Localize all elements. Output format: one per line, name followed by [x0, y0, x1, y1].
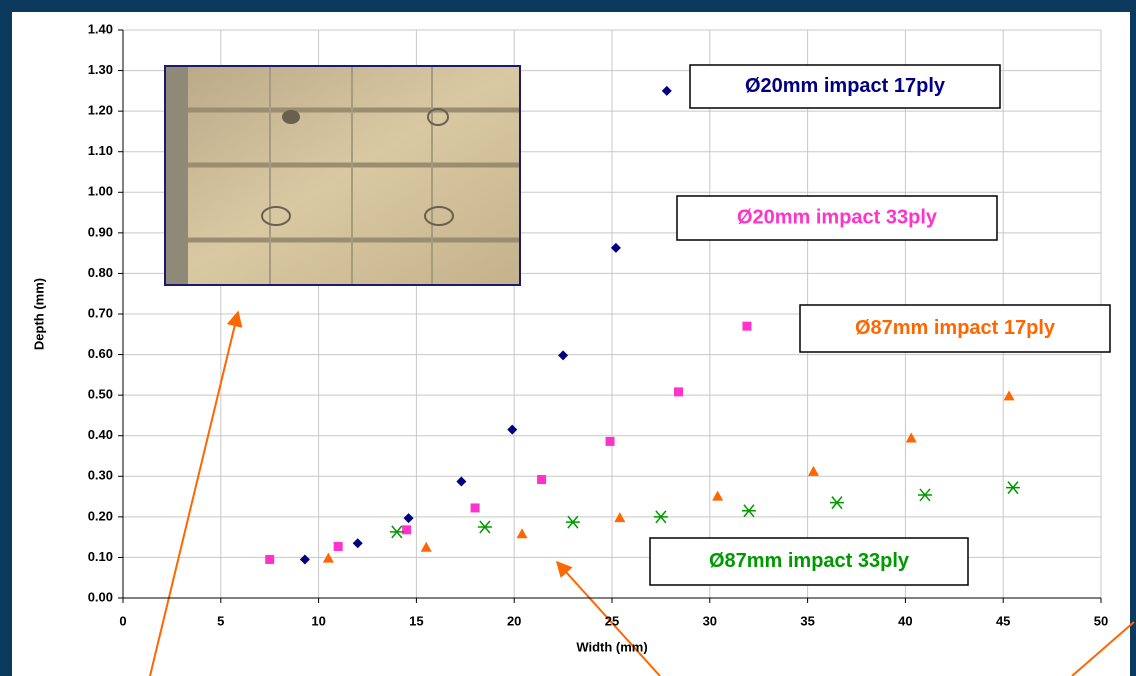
- x-tick-label: 25: [605, 613, 619, 628]
- y-tick-label: 0.90: [88, 224, 113, 239]
- legend-label: Ø20mm impact 33ply: [737, 206, 938, 228]
- y-tick-label: 1.20: [88, 103, 113, 118]
- point: [507, 424, 518, 435]
- point: [402, 525, 412, 535]
- point: [605, 436, 615, 446]
- x-tick-label: 45: [996, 613, 1010, 628]
- legend-box: [676, 195, 998, 241]
- y-axis-label: Depth (mm): [31, 278, 46, 350]
- y-tick-label: 0.30: [88, 468, 113, 483]
- point: [537, 475, 547, 485]
- point: [614, 512, 626, 523]
- arrows: [149, 310, 1135, 676]
- legend-box: [799, 304, 1111, 353]
- x-tick-label: 20: [507, 613, 521, 628]
- y-tick-label: 1.40: [88, 21, 113, 36]
- x-tick-label: 50: [1094, 613, 1108, 628]
- y-tick-label: 0.60: [88, 346, 113, 361]
- point: [1003, 390, 1015, 401]
- legend-label: Ø87mm impact 33ply: [709, 550, 910, 572]
- point: [299, 554, 310, 565]
- point: [456, 476, 467, 487]
- point: [565, 515, 580, 529]
- point: [674, 387, 684, 397]
- legend-box: [689, 64, 1001, 109]
- y-tick-label: 1.30: [88, 62, 113, 77]
- legend-label: Ø20mm impact 17ply: [745, 75, 946, 97]
- point: [352, 538, 363, 549]
- y-tick-label: 0.20: [88, 508, 113, 523]
- point: [712, 490, 724, 501]
- point: [516, 528, 528, 539]
- y-tick-label: 1.00: [88, 184, 113, 199]
- point: [610, 242, 621, 253]
- point: [661, 85, 672, 96]
- x-tick-label: 5: [217, 613, 224, 628]
- x-tick-label: 0: [119, 613, 126, 628]
- point: [403, 513, 414, 524]
- y-tick-label: 0.10: [88, 549, 113, 564]
- inset-photo: [164, 65, 521, 286]
- point: [322, 552, 334, 563]
- y-tick-label: 0.40: [88, 427, 113, 442]
- point: [470, 503, 480, 513]
- point: [265, 554, 275, 564]
- point: [477, 520, 492, 534]
- x-tick-label: 10: [311, 613, 325, 628]
- y-tick-label: 0.50: [88, 387, 113, 402]
- point: [389, 525, 404, 539]
- point: [742, 321, 752, 331]
- y-tick-label: 1.10: [88, 143, 113, 158]
- point: [420, 541, 432, 552]
- x-tick-label: 30: [703, 613, 717, 628]
- point: [917, 488, 932, 502]
- x-tick-label: 35: [800, 613, 814, 628]
- y-tick-label: 0.00: [88, 589, 113, 604]
- point: [741, 504, 756, 518]
- legend-label: Ø87mm impact 17ply: [855, 317, 1056, 339]
- point: [807, 465, 819, 476]
- point: [333, 541, 343, 551]
- point: [905, 432, 917, 443]
- legend-box: [649, 537, 969, 586]
- y-tick-label: 0.70: [88, 305, 113, 320]
- y-tick-label: 0.80: [88, 265, 113, 280]
- point: [1005, 481, 1020, 495]
- point: [558, 350, 569, 361]
- x-tick-label: 15: [409, 613, 423, 628]
- point: [653, 510, 668, 524]
- x-axis-label: Width (mm): [576, 639, 647, 654]
- point: [829, 496, 844, 510]
- x-tick-label: 40: [898, 613, 912, 628]
